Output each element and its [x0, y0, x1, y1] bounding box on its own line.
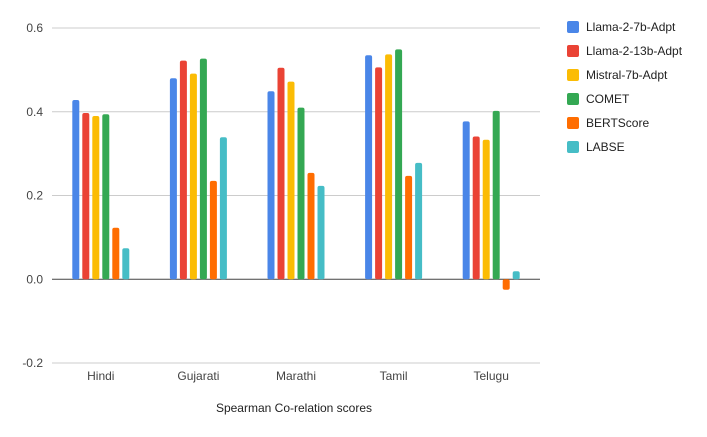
bar	[317, 185, 325, 280]
bar	[102, 114, 110, 280]
bar	[267, 91, 275, 280]
bar	[72, 100, 80, 280]
y-tick-label: 0.4	[26, 105, 43, 119]
bar	[385, 54, 393, 280]
x-axis-title: Spearman Co-relation scores	[216, 401, 372, 415]
y-tick-label: 0.2	[26, 189, 43, 203]
legend-item: BERTScore	[567, 116, 649, 130]
legend-label: Llama-2-13b-Adpt	[586, 44, 683, 58]
bar	[307, 172, 315, 280]
gridlines	[52, 27, 540, 364]
legend-item: Llama-2-7b-Adpt	[567, 20, 676, 34]
legend-swatch	[567, 69, 579, 81]
x-tick-label: Telugu	[474, 369, 509, 383]
bar	[492, 110, 500, 280]
bar	[395, 49, 403, 280]
x-tick-label: Tamil	[380, 369, 408, 383]
bar	[189, 73, 197, 280]
legend-swatch	[567, 45, 579, 57]
x-tick-label: Gujarati	[177, 369, 219, 383]
legend-swatch	[567, 21, 579, 33]
bar	[297, 107, 305, 280]
legend: Llama-2-7b-Adpt Llama-2-13b-Adpt Mistral-7…	[567, 20, 683, 154]
legend-label: Mistral-7b-Adpt	[586, 68, 668, 82]
bar	[287, 81, 295, 280]
bar	[472, 136, 480, 280]
bar	[92, 115, 100, 280]
bar	[462, 121, 470, 280]
bars	[72, 49, 520, 290]
legend-label: Llama-2-7b-Adpt	[586, 20, 676, 34]
y-tick-label: -0.2	[22, 356, 43, 370]
bar	[169, 78, 177, 280]
bar	[502, 279, 510, 290]
bar	[219, 137, 227, 280]
legend-swatch	[567, 117, 579, 129]
legend-swatch	[567, 93, 579, 105]
bar	[82, 113, 90, 280]
bar	[277, 67, 285, 280]
legend-item: Llama-2-13b-Adpt	[567, 44, 683, 58]
bar	[375, 67, 383, 280]
legend-item: Mistral-7b-Adpt	[567, 68, 668, 82]
bar	[199, 58, 207, 280]
y-tick-label: 0.0	[26, 272, 43, 286]
x-axis-tick-labels: Hindi Gujarati Marathi Tamil Telugu	[87, 369, 509, 383]
bar	[209, 180, 217, 280]
bar	[482, 139, 490, 280]
bar	[365, 55, 373, 280]
x-tick-label: Marathi	[276, 369, 316, 383]
bar	[512, 271, 520, 280]
y-tick-label: 0.6	[26, 21, 43, 35]
bar	[112, 227, 120, 280]
legend-item: COMET	[567, 92, 630, 106]
bar	[405, 175, 413, 280]
legend-swatch	[567, 141, 579, 153]
legend-label: COMET	[586, 92, 630, 106]
bar	[122, 248, 130, 280]
legend-item: LABSE	[567, 140, 625, 154]
bar	[179, 60, 187, 280]
x-tick-label: Hindi	[87, 369, 114, 383]
y-axis-tick-labels: -0.2 0.0 0.2 0.4 0.6	[22, 21, 43, 370]
legend-label: BERTScore	[586, 116, 649, 130]
legend-label: LABSE	[586, 140, 625, 154]
bar	[415, 162, 423, 280]
